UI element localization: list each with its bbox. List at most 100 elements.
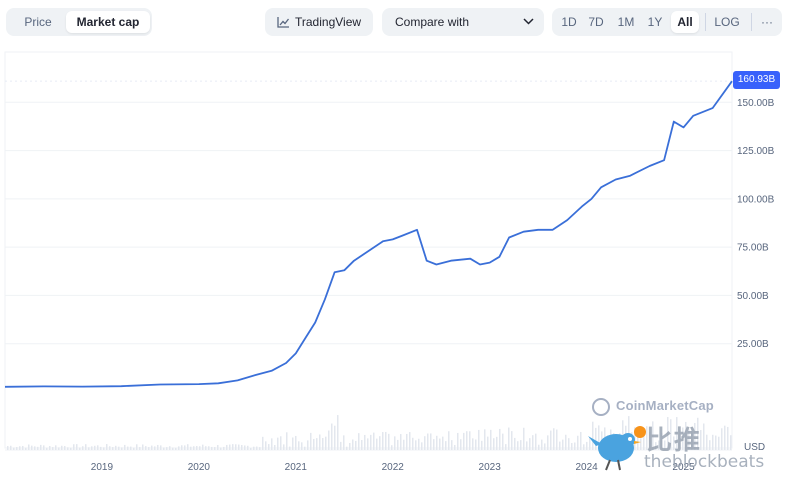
volume-bar [649,432,651,450]
volume-bar [643,430,645,450]
volume-bar [502,433,504,450]
volume-bar [64,446,66,450]
volume-bar [661,432,663,450]
bird-logo-icon [588,426,646,471]
volume-bar [520,440,522,450]
volume-bar [298,441,300,450]
range-1m[interactable]: 1M [617,15,635,29]
volume-bar [535,433,537,450]
volume-bar [124,444,126,450]
volume-bar [25,447,27,450]
volume-bar [97,445,99,450]
volume-bar [676,417,678,450]
coinmarketcap-logo-icon [592,398,610,416]
log-toggle[interactable]: LOG [714,15,740,29]
volume-bar [718,436,720,450]
compare-dropdown[interactable]: Compare with [382,8,544,36]
volume-bar [313,438,315,450]
range-1y[interactable]: 1Y [647,15,663,29]
tab-market-cap[interactable]: Market cap [66,11,150,33]
volume-bar [673,436,675,450]
volume-bar [322,437,324,450]
volume-bar [679,430,681,450]
volume-bar [730,435,732,450]
volume-bar [232,444,234,450]
volume-bar [370,434,372,450]
volume-bar [241,445,243,450]
volume-bar [223,446,225,450]
more-divider [751,13,752,31]
range-selector: 1D 7D 1M 1Y All LOG ··· [552,8,782,36]
volume-bar [418,438,420,450]
volume-bar [685,421,687,450]
volume-bar [157,444,159,450]
volume-bar [310,432,312,450]
site-watermark-cn: 比推 [646,426,703,456]
volume-bar [574,442,576,450]
range-all[interactable]: All [671,11,699,33]
volume-bar [556,429,558,450]
volume-bar [10,445,12,450]
volume-bar [235,444,237,450]
volume-bar [703,423,705,450]
volume-bar [109,446,111,450]
volume-bar [709,440,711,450]
volume-bar [307,440,309,450]
more-options-button[interactable]: ··· [761,15,773,29]
volume-bar [415,440,417,450]
volume-bar [382,432,384,450]
line-chart-icon [277,17,290,28]
tab-price[interactable]: Price [24,15,52,29]
volume-bar [13,447,15,450]
volume-bar [586,441,588,450]
volume-bar [385,431,387,450]
volume-bar [400,434,402,450]
range-7d[interactable]: 7D [588,15,604,29]
volume-bar [727,426,729,450]
range-divider [705,13,706,31]
chevron-down-icon [523,18,534,25]
y-tick-label: 50.00B [737,291,769,302]
volume-bar [127,446,129,450]
volume-bar [361,439,363,450]
volume-bar [16,447,18,450]
currency-label: USD [744,442,766,453]
volume-bar [238,444,240,450]
volume-bar [277,437,279,450]
x-tick-label: 2022 [382,462,405,473]
volume-bar [595,427,597,450]
volume-bar [328,430,330,450]
volume-bar [490,429,492,450]
volume-bar [142,444,144,450]
volume-bar [316,438,318,450]
x-tick-label: 2020 [188,462,211,473]
coinmarketcap-watermark: CoinMarketCap [616,398,714,413]
volume-bar [664,440,666,450]
volume-bar [220,447,222,450]
volume-bar [115,445,117,450]
volume-bar [244,445,246,450]
volume-bar [187,444,189,450]
volume-bar [52,447,54,450]
volume-bar [352,439,354,450]
volume-bar [430,433,432,450]
volume-bar [346,446,348,450]
range-1d[interactable]: 1D [561,15,577,29]
volume-bar [589,437,591,450]
volume-bar [529,438,531,450]
tradingview-button[interactable]: TradingView [265,8,373,36]
chart-line-layer [4,80,733,388]
volume-bar [112,447,114,450]
volume-bar [205,446,207,450]
volume-bar [22,445,24,450]
volume-bar [592,421,594,450]
volume-bar [154,446,156,450]
x-tick-label: 2021 [285,462,308,473]
tradingview-label: TradingView [295,15,362,29]
volume-bar [496,436,498,450]
volume-bar [280,436,282,450]
volume-bar [577,435,579,450]
y-tick-label: 125.00B [737,146,775,157]
volume-bar [544,443,546,450]
volume-bar [184,445,186,450]
